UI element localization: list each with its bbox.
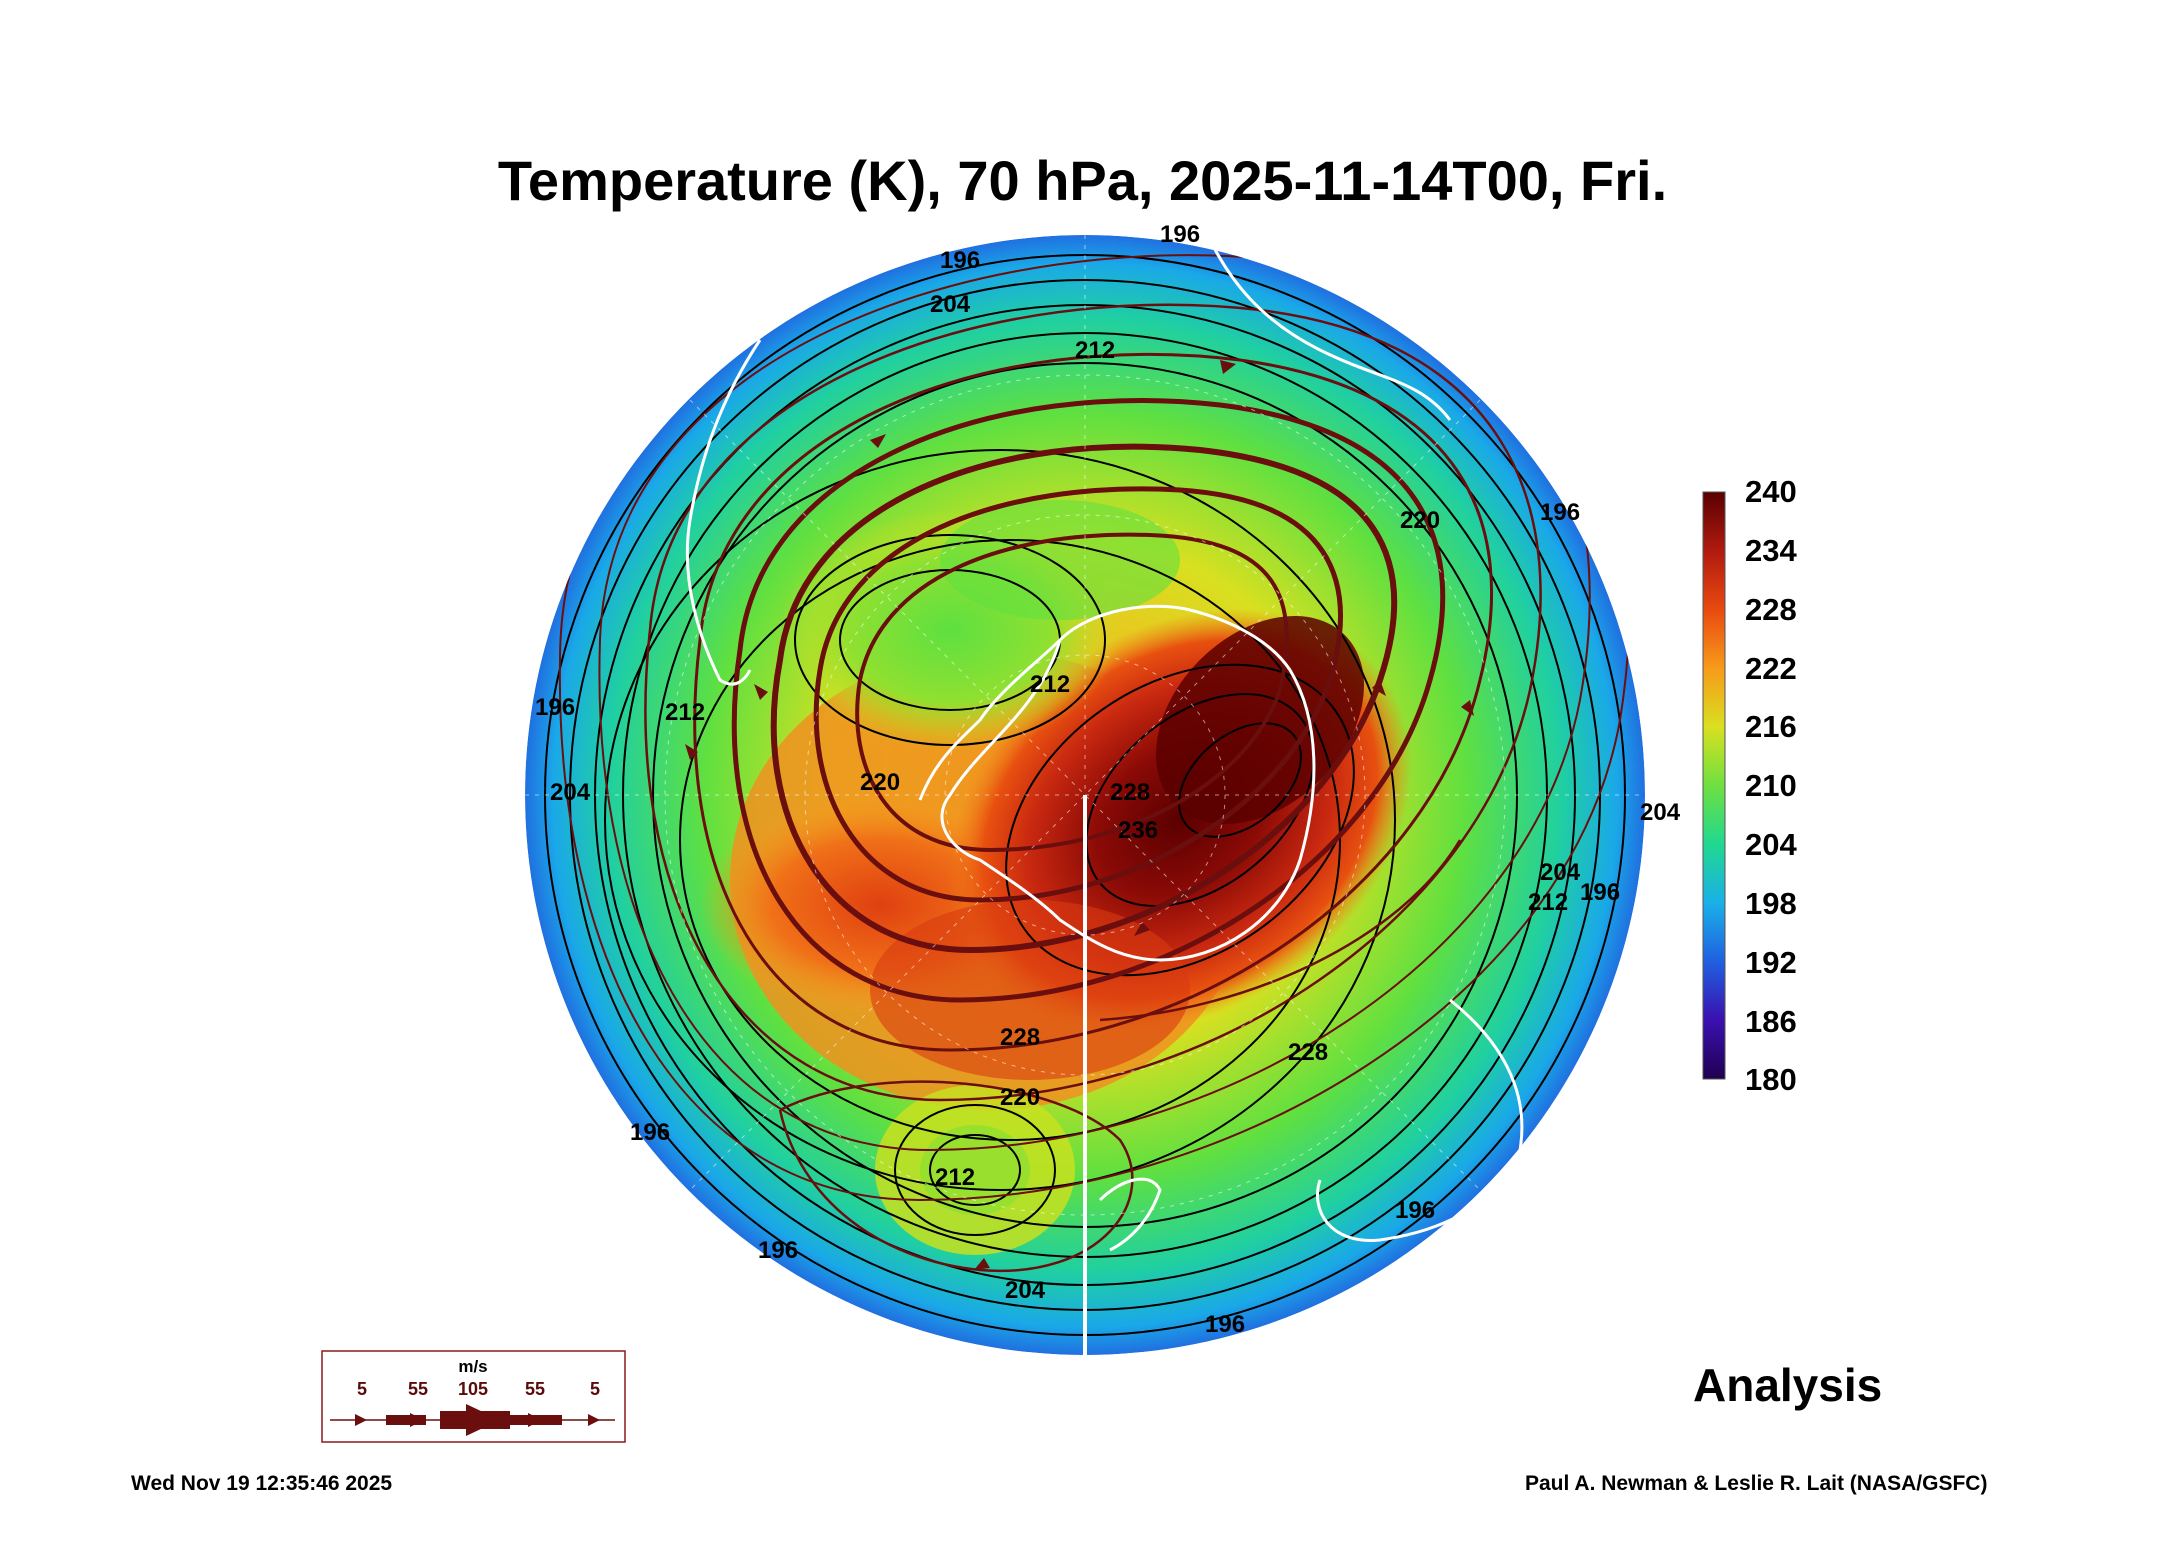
contour-label: 228 — [1000, 1024, 1040, 1051]
contour-label: 196 — [1540, 499, 1580, 526]
colorbar-tick: 222 — [1745, 651, 1797, 686]
contour-label: 228 — [1288, 1039, 1328, 1066]
contour-label: 228 — [1110, 779, 1150, 806]
colorbar-tick: 180 — [1745, 1062, 1797, 1097]
colorbar-tick: 204 — [1745, 827, 1797, 862]
colorbar: 240 234 228 222 216 210 204 198 192 186 … — [1702, 474, 1797, 1097]
wind-legend-value: 5 — [357, 1379, 367, 1399]
contour-label: 212 — [935, 1164, 975, 1191]
streamline-arrows — [685, 360, 1474, 1270]
contour-label: 196 — [758, 1237, 798, 1264]
contour-label: 204 — [930, 291, 971, 318]
colorbar-tick: 192 — [1745, 945, 1797, 980]
wind-legend-value: 55 — [525, 1379, 545, 1399]
colorbar-tick: 234 — [1745, 533, 1797, 568]
new-zealand-coastline — [1098, 1177, 1162, 1252]
contour-label: 212 — [1528, 889, 1568, 916]
contour-labels: 196 196 204 212 220 212 220 228 236 228 … — [535, 221, 1681, 1338]
map-title: Temperature (K), 70 hPa, 2025-11-14T00, … — [497, 149, 1668, 212]
contour-label: 204 — [1005, 1277, 1046, 1304]
colorbar-tick: 228 — [1745, 592, 1797, 627]
wind-speed-legend: m/s 5 55 105 55 5 — [321, 1350, 626, 1443]
colorbar-tick: 198 — [1745, 886, 1797, 921]
contour-label: 220 — [860, 769, 900, 796]
contour-label: 220 — [1000, 1084, 1040, 1111]
contour-label: 196 — [1160, 221, 1200, 248]
credit: Paul A. Newman & Leslie R. Lait (NASA/GS… — [1525, 1472, 1988, 1495]
timestamp: Wed Nov 19 12:35:46 2025 — [131, 1472, 393, 1495]
contour-label: 196 — [1205, 1311, 1245, 1338]
colorbar-gradient — [1702, 491, 1726, 1080]
colorbar-tick: 216 — [1745, 709, 1797, 744]
contour-label: 196 — [535, 694, 575, 721]
contour-label: 204 — [1540, 859, 1581, 886]
antarctic-peninsula-coastline — [918, 638, 1062, 801]
contour-label: 236 — [1118, 817, 1158, 844]
contour-label: 220 — [1400, 507, 1440, 534]
graticule — [525, 235, 1645, 1216]
wind-legend-value: 105 — [458, 1379, 488, 1399]
contour-label: 196 — [630, 1119, 670, 1146]
contour-label: 212 — [1075, 337, 1115, 364]
wind-legend-value: 5 — [590, 1379, 600, 1399]
contour-label: 204 — [550, 779, 591, 806]
contour-label: 212 — [1030, 671, 1070, 698]
colorbar-tick: 210 — [1745, 768, 1797, 803]
south-america-coastline — [685, 339, 762, 686]
africa-coastline — [1208, 239, 1452, 421]
contour-label: 196 — [1395, 1197, 1435, 1224]
analysis-label: Analysis — [1693, 1359, 1883, 1411]
contour-label: 212 — [665, 699, 705, 726]
antarctica-coastline — [940, 604, 1316, 962]
wind-legend-unit: m/s — [458, 1357, 487, 1376]
contour-label: 204 — [1640, 799, 1681, 826]
contour-label: 196 — [940, 247, 980, 274]
wind-legend-value: 55 — [408, 1379, 428, 1399]
colorbar-tick: 240 — [1745, 474, 1797, 509]
contour-label: 196 — [1580, 879, 1620, 906]
colorbar-tick: 186 — [1745, 1004, 1797, 1039]
